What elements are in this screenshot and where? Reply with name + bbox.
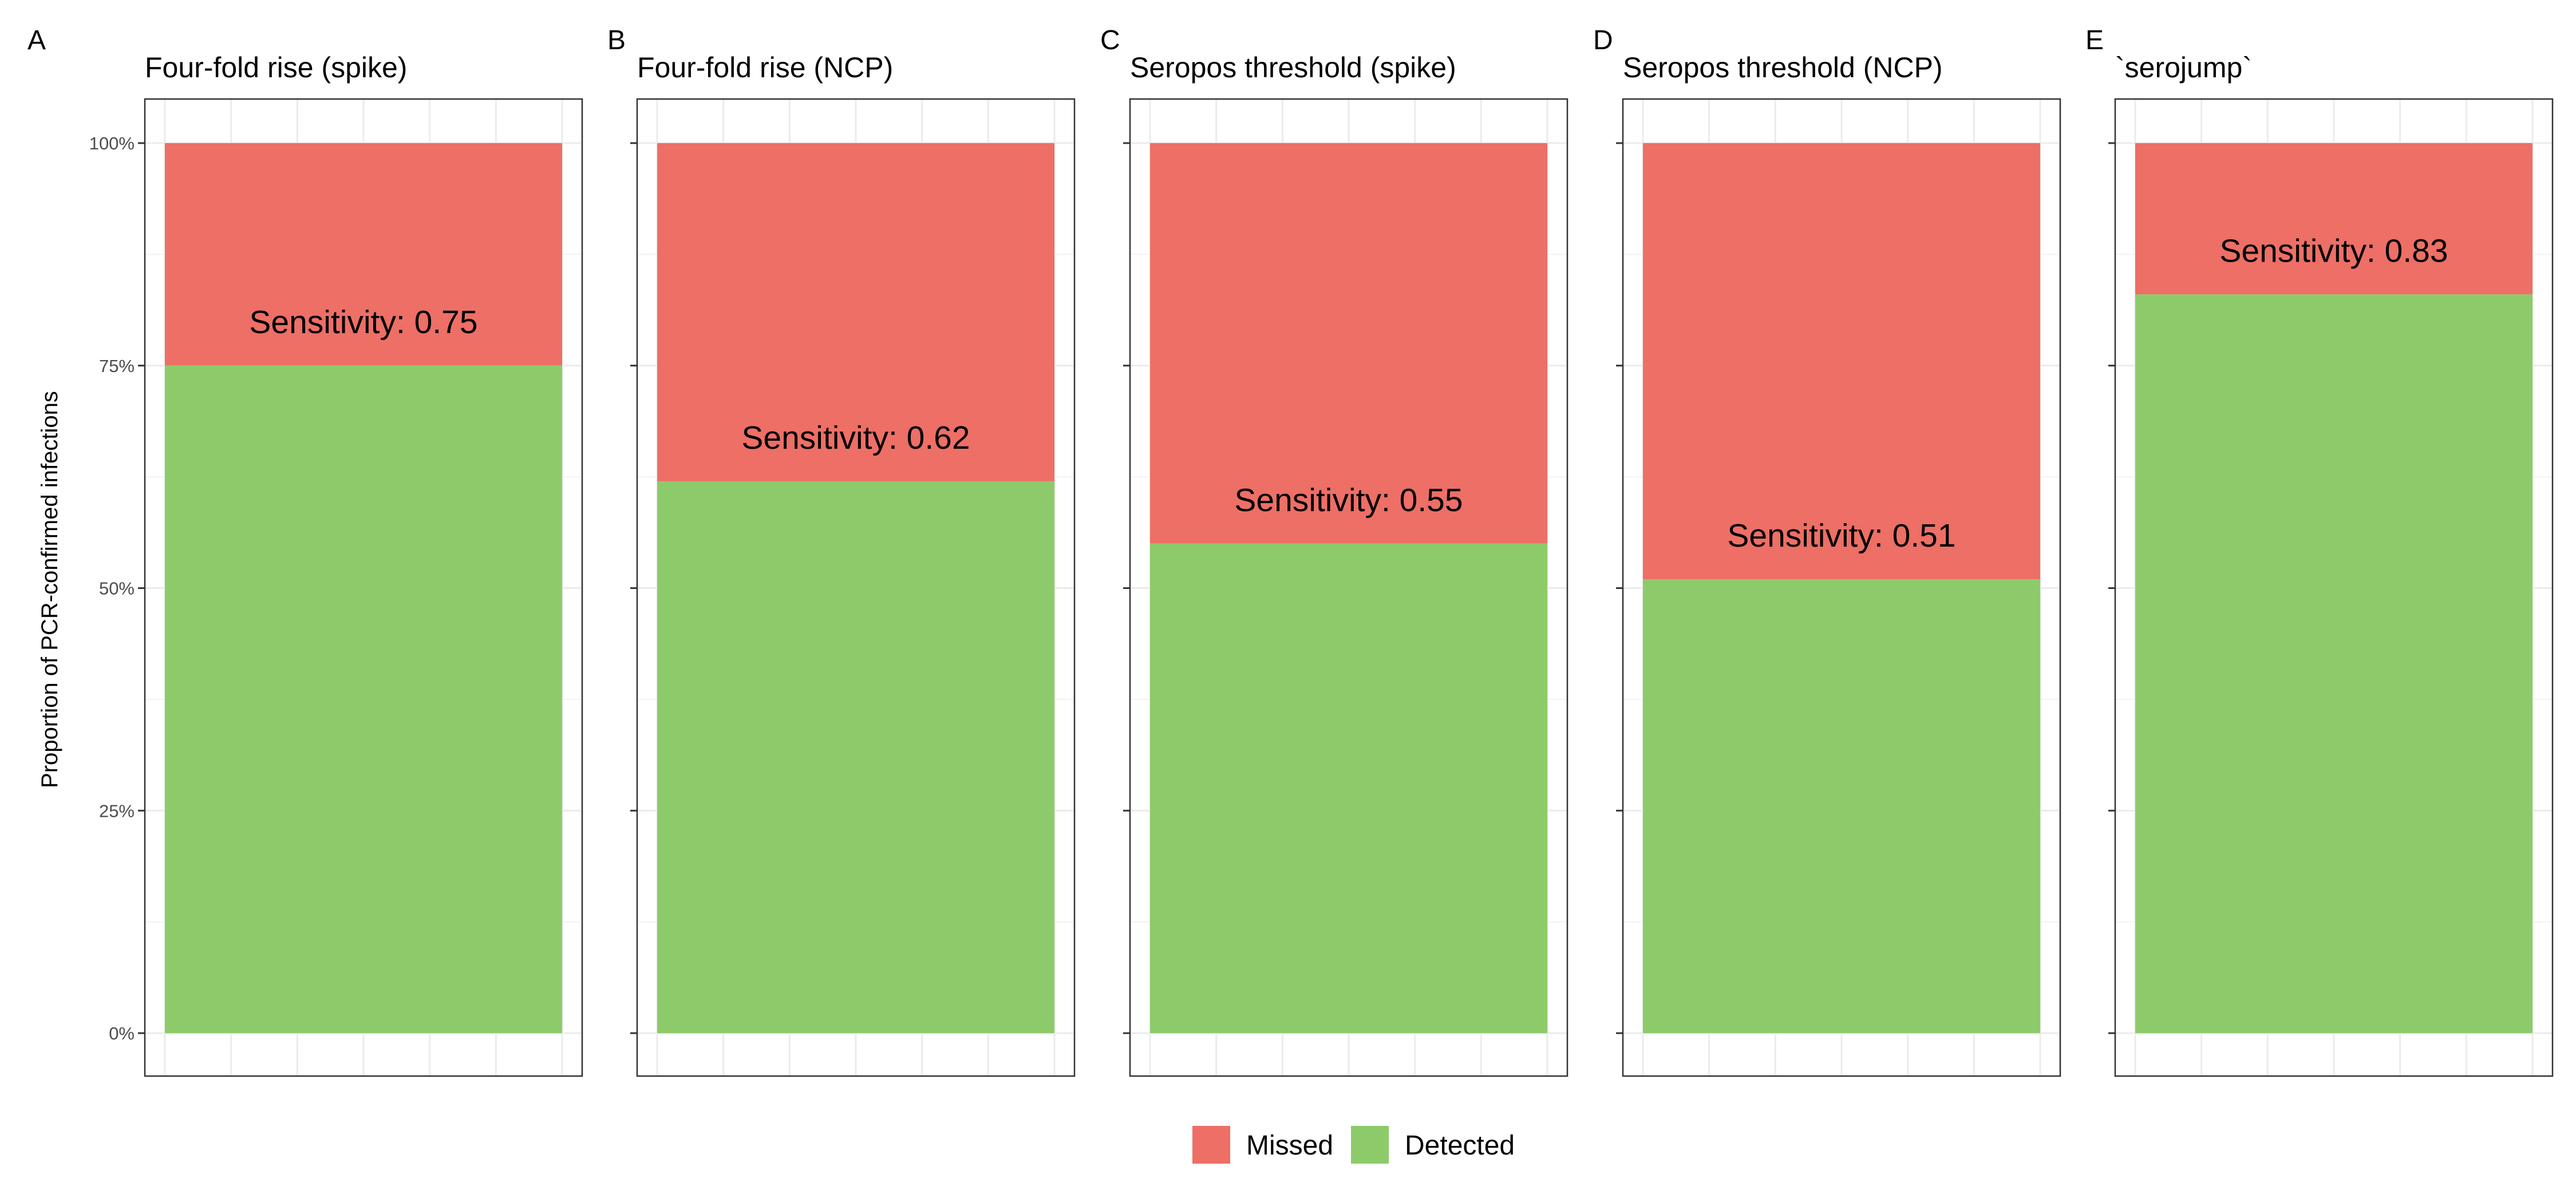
y-tick-label: 75% [99,356,135,376]
legend-swatch [1351,1126,1389,1164]
panel-title: Seropos threshold (spike) [1130,52,1456,84]
panel-d: D Seropos threshold (NCP) Sensitivity: 0.5… [1593,25,2061,1077]
bar-detected [1643,579,2040,1033]
y-axis-title: Proportion of PCR-confirmed infections [37,391,62,788]
legend-item-missed: Missed [1192,1126,1333,1164]
legend-item-detected: Detected [1351,1126,1515,1164]
y-tick-label: 50% [99,579,135,599]
bar-detected [165,365,562,1033]
legend-label: Detected [1405,1130,1515,1161]
panel-title: Four-fold rise (NCP) [637,52,893,84]
panel-tag: D [1593,25,1613,56]
legend-swatch [1192,1126,1230,1164]
panel-e: E `serojump` Sensitivity: 0.83 [2085,25,2554,1077]
bar-missed [1643,143,2040,579]
bar-detected [657,481,1054,1033]
y-tick-label: 100% [89,133,135,153]
y-tick-label: 25% [99,801,135,821]
panel-title: Four-fold rise (spike) [145,52,407,84]
panel-a: 0% 25% 50% 75% 100% A Four-fold rise (spike) Se… [27,25,583,1077]
bar-detected [1150,543,1547,1033]
bar-missed [657,143,1054,481]
bar-detected [2135,294,2532,1033]
panel-tag: C [1100,25,1120,56]
panel-c: C Seropos threshold (spike) Sensitivity: 0… [1100,25,1568,1077]
legend-label: Missed [1246,1130,1333,1161]
bar-missed [1150,143,1547,544]
sensitivity-label: Sensitivity: 0.51 [1727,517,1955,554]
y-tick-label: 0% [109,1023,135,1043]
panel-tag: B [607,25,626,56]
panel-tag: A [27,25,46,56]
panels: 0% 25% 50% 75% 100% A Four-fold rise (spike) Se… [27,25,2554,1077]
panel-b: B Four-fold rise (NCP) Sensitivity: 0.62 [607,25,1076,1077]
panel-tag: E [2085,25,2104,56]
bar-missed [165,143,562,366]
sensitivity-label: Sensitivity: 0.62 [741,420,970,456]
panel-title: Seropos threshold (NCP) [1623,52,1943,84]
legend: Missed Detected [1192,1126,1515,1164]
sensitivity-label: Sensitivity: 0.75 [249,304,477,341]
bar-missed [2135,143,2532,295]
panel-title: `serojump` [2115,52,2252,84]
sensitivity-label: Sensitivity: 0.83 [2219,232,2448,269]
sensitivity-label: Sensitivity: 0.55 [1234,482,1463,519]
